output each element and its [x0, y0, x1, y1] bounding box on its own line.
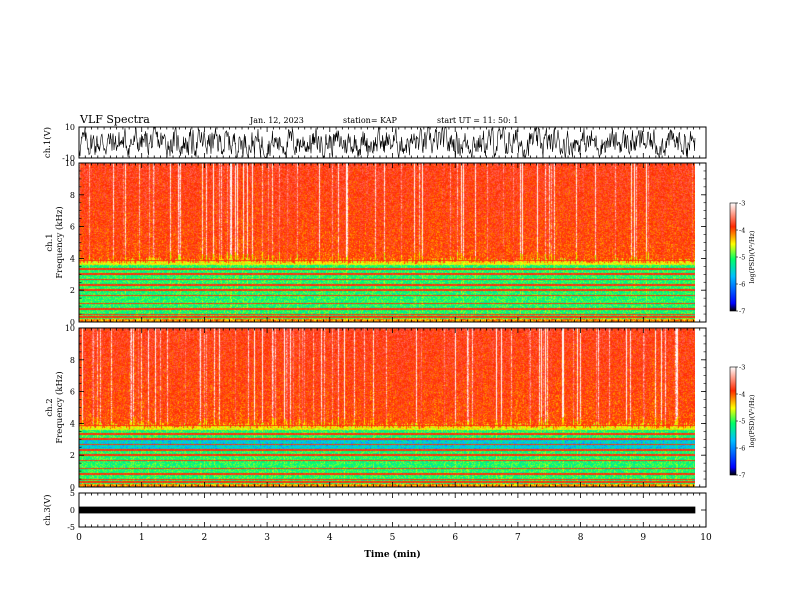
- y-tick-label: 6: [70, 388, 75, 397]
- x-tick-label: 4: [327, 533, 333, 543]
- x-tick-label: 8: [578, 533, 584, 543]
- date-label: Jan. 12, 2023: [249, 116, 304, 125]
- colorbar: [729, 202, 737, 312]
- colorbar-label: log(PSD)(V²/Hz): [748, 394, 756, 447]
- x-tick-label: 0: [76, 533, 82, 543]
- colorbar-tick-label: -4: [739, 391, 745, 399]
- y-axis-label: ch.1(V): [42, 127, 53, 158]
- x-tick-label: 7: [515, 533, 521, 543]
- colorbar-tick-label: -4: [739, 227, 745, 235]
- y-axis-label: ch.1Frequency (kHz): [45, 206, 65, 278]
- y-tick-label: 0: [70, 483, 75, 492]
- y-tick-label: 10: [65, 324, 75, 333]
- x-tick-label: 2: [202, 533, 208, 543]
- colorbar-tick-label: -5: [739, 254, 745, 262]
- colorbar-tick-label: -7: [739, 308, 745, 316]
- y-tick-label: 10: [65, 123, 75, 132]
- y-tick-label: 10: [65, 159, 75, 168]
- y-tick-label: 5: [70, 489, 75, 498]
- colorbar-label: log(PSD)(V²/Hz): [748, 230, 756, 283]
- y-tick-label: 0: [70, 506, 75, 515]
- y-tick-label: 2: [70, 451, 75, 460]
- ch3-waveform-band: [79, 506, 696, 514]
- y-tick-label: -5: [67, 523, 75, 532]
- colorbar-tick-label: -6: [739, 281, 745, 289]
- spectrogram-image: [79, 328, 695, 487]
- x-tick-label: 10: [700, 533, 712, 543]
- y-tick-label: 6: [70, 223, 75, 232]
- colorbar-tick-label: -7: [739, 472, 745, 480]
- y-tick-label: 4: [70, 419, 75, 428]
- x-tick-label: 6: [452, 533, 458, 543]
- colorbar: [729, 366, 737, 476]
- y-tick-label: 8: [70, 356, 75, 365]
- ch1-waveform-line: [78, 126, 696, 159]
- x-tick-label: 5: [390, 533, 396, 543]
- y-tick-label: 2: [70, 286, 75, 295]
- y-axis-label: ch.2Frequency (kHz): [45, 371, 65, 443]
- colorbar-tick-label: -6: [739, 445, 745, 453]
- figure-title: VLF Spectra: [79, 113, 150, 126]
- colorbar-tick-label: -3: [739, 364, 745, 372]
- y-tick-label: 8: [70, 191, 75, 200]
- x-tick-label: 9: [640, 533, 646, 543]
- start-ut-label: start UT = 11: 50: 1: [437, 116, 518, 125]
- x-tick-label: 1: [139, 533, 145, 543]
- y-tick-label: -10: [62, 154, 75, 163]
- x-tick-label: 3: [264, 533, 270, 543]
- colorbar-tick-label: -3: [739, 200, 745, 208]
- y-tick-label: 0: [70, 318, 75, 327]
- colorbar-tick-label: -5: [739, 418, 745, 426]
- station-label: station= KAP: [343, 116, 398, 125]
- y-axis-label: ch.3(V): [42, 494, 53, 525]
- y-tick-label: 4: [70, 254, 75, 263]
- x-axis-label: Time (min): [364, 549, 421, 560]
- spectrogram-image: [79, 163, 695, 322]
